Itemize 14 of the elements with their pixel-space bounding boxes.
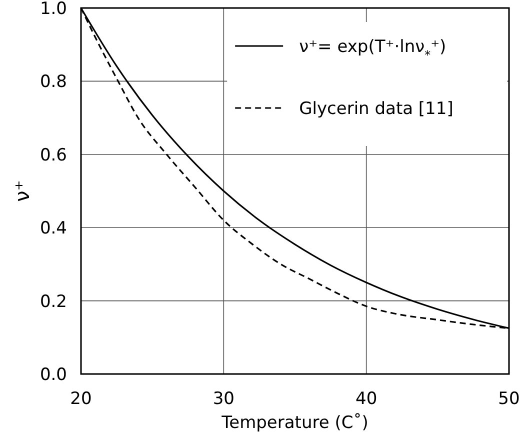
- legend-label: ν⁺= exp(T⁺·lnν$_{*}$⁺): [299, 37, 446, 62]
- y-tick-label: 0.0: [40, 365, 67, 385]
- x-tick-label: 20: [70, 389, 92, 409]
- x-tick-label: 50: [498, 389, 520, 409]
- x-axis-title: Temperature (C˚): [220, 413, 368, 433]
- y-tick-label: 1.0: [40, 0, 67, 19]
- y-axis-title: ν⁺: [10, 180, 34, 202]
- y-tick-label: 0.4: [40, 218, 67, 239]
- legend-label: Glycerin data [11]: [299, 99, 454, 119]
- x-tick-label: 30: [212, 389, 234, 409]
- y-tick-label: 0.2: [40, 292, 67, 312]
- y-tick-label: 0.6: [40, 145, 67, 166]
- y-tick-label: 0.8: [40, 72, 67, 92]
- x-tick-label: 40: [356, 389, 378, 409]
